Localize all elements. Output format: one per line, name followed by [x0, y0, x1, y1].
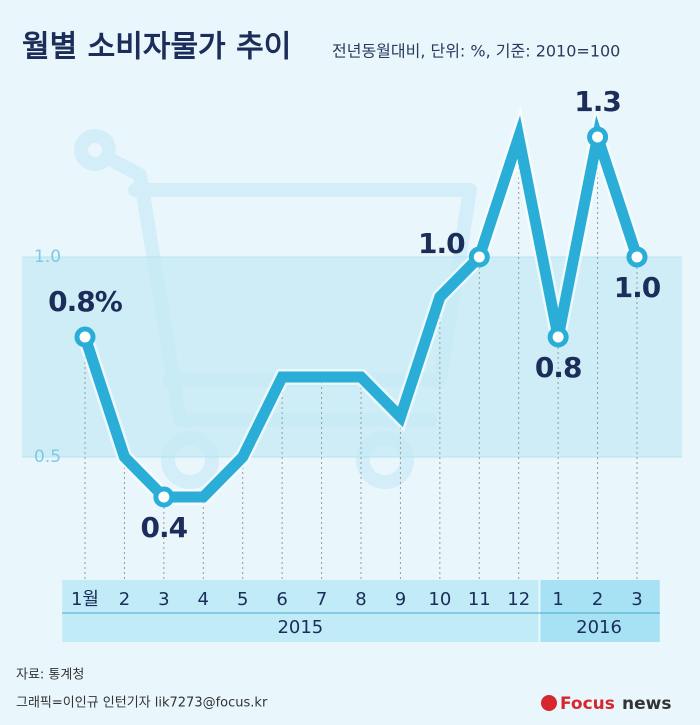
data-label: 0.8 [535, 351, 582, 384]
x-tick-label: 9 [395, 589, 406, 610]
x-tick-label: 7 [316, 589, 327, 610]
data-point [626, 246, 648, 268]
axis-strip [540, 580, 660, 642]
x-tick-label: 8 [355, 589, 366, 610]
chart-title: 월별 소비자물가 추이 [22, 30, 291, 65]
x-tick-label: 3 [158, 589, 169, 610]
data-point [468, 246, 490, 268]
x-tick-label: 4 [198, 589, 209, 610]
credit: 그래픽=이인규 인턴기자 lik7273@focus.kr [16, 696, 268, 711]
x-tick-label: 5 [237, 589, 248, 610]
year-label: 2016 [576, 617, 622, 638]
y-tick-label: 0.5 [34, 447, 61, 467]
data-point [74, 326, 96, 348]
x-tick-label: 6 [276, 589, 287, 610]
logo-brand: Focus [560, 694, 615, 714]
logo-mark [541, 695, 557, 711]
x-tick-label: 3 [631, 589, 642, 610]
x-tick-label: 12 [507, 589, 530, 610]
data-point [547, 326, 569, 348]
x-tick-label: 10 [428, 589, 451, 610]
year-label: 2015 [277, 617, 323, 638]
data-label: 0.8% [48, 285, 123, 318]
data-label: 1.0 [614, 271, 661, 304]
logo-suffix: news [622, 694, 671, 714]
data-label: 1.3 [574, 85, 621, 118]
source: 자료: 통계청 [16, 668, 84, 683]
x-tick-label: 11 [468, 589, 491, 610]
axis-strip [62, 580, 539, 642]
data-line [79, 115, 643, 503]
chart-subtitle: 전년동월대비, 단위: %, 기준: 2010=100 [332, 42, 620, 61]
data-label: 0.4 [141, 511, 188, 544]
data-point [587, 126, 609, 148]
x-tick-label: 2 [119, 589, 130, 610]
data-label: 1.0 [418, 227, 465, 260]
y-tick-label: 1.0 [34, 247, 61, 267]
x-tick-label: 2 [592, 589, 603, 610]
x-tick-label: 1월 [71, 589, 99, 610]
data-point [153, 486, 175, 508]
x-tick-label: 1 [552, 589, 563, 610]
